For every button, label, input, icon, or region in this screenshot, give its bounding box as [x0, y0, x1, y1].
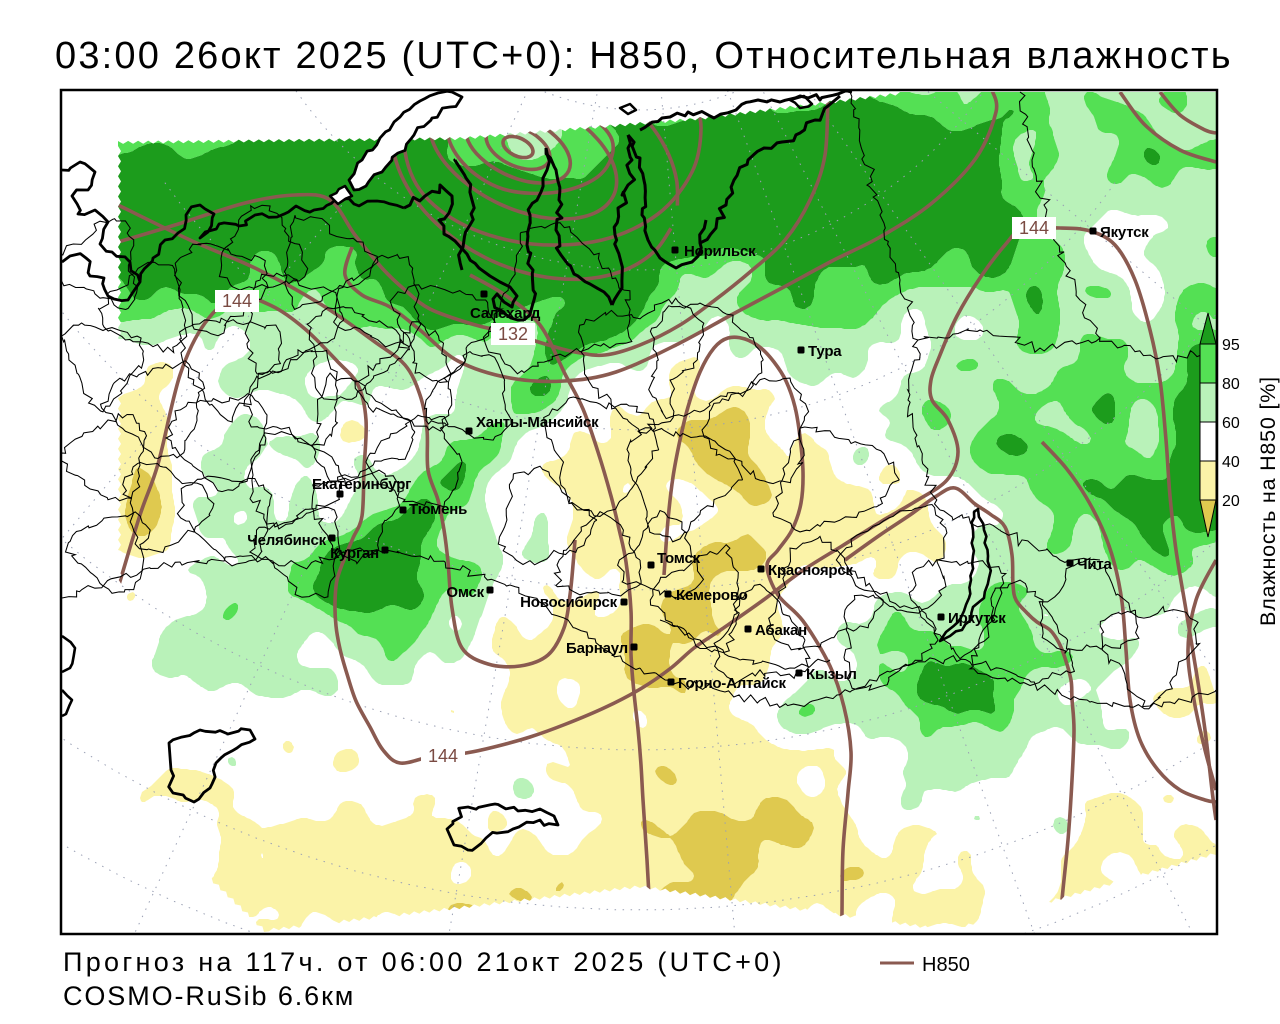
svg-text:Томск: Томск: [657, 550, 701, 567]
svg-text:Иркутск: Иркутск: [948, 610, 1006, 627]
svg-text:Салехард: Салехард: [470, 305, 541, 322]
svg-text:95: 95: [1222, 337, 1240, 354]
svg-text:Омск: Омск: [446, 584, 484, 601]
svg-text:Барнаул: Барнаул: [566, 640, 628, 657]
svg-text:03:00 26окт 2025 (UTC+0): H850: 03:00 26окт 2025 (UTC+0): H850, Относите…: [55, 35, 1233, 77]
svg-text:144: 144: [222, 291, 252, 311]
svg-text:Якутск: Якутск: [1100, 224, 1149, 241]
svg-text:Курган: Курган: [330, 545, 379, 562]
svg-text:Тура: Тура: [808, 343, 842, 360]
svg-text:Красноярск: Красноярск: [768, 562, 853, 579]
svg-text:Тюмень: Тюмень: [409, 501, 467, 518]
svg-text:60: 60: [1222, 415, 1240, 432]
svg-text:Новосибирск: Новосибирск: [520, 594, 618, 611]
svg-text:144: 144: [1019, 218, 1049, 238]
svg-text:40: 40: [1222, 454, 1240, 471]
svg-text:Прогноз на 117ч. от 06:00 21ок: Прогноз на 117ч. от 06:00 21окт 2025 (UT…: [63, 947, 785, 977]
svg-text:Горно-Алтайск: Горно-Алтайск: [678, 675, 787, 692]
svg-text:Влажность на H850 [%]: Влажность на H850 [%]: [1256, 376, 1280, 626]
svg-text:Челябинск: Челябинск: [247, 532, 326, 549]
svg-text:Чита: Чита: [1077, 556, 1113, 573]
svg-text:Ханты-Мансийск: Ханты-Мансийск: [476, 414, 599, 431]
svg-text:132: 132: [498, 324, 528, 344]
svg-text:Екатеринбург: Екатеринбург: [312, 476, 411, 493]
svg-text:20: 20: [1222, 493, 1240, 510]
svg-text:Кемерово: Кемерово: [676, 587, 748, 604]
svg-text:Норильск: Норильск: [684, 243, 756, 260]
svg-text:80: 80: [1222, 376, 1240, 393]
svg-text:144: 144: [428, 746, 458, 766]
svg-text:H850: H850: [922, 954, 970, 976]
svg-text:COSMO-RuSib 6.6км: COSMO-RuSib 6.6км: [63, 981, 355, 1011]
svg-text:Кызыл: Кызыл: [806, 666, 857, 683]
svg-text:Абакан: Абакан: [755, 622, 807, 639]
